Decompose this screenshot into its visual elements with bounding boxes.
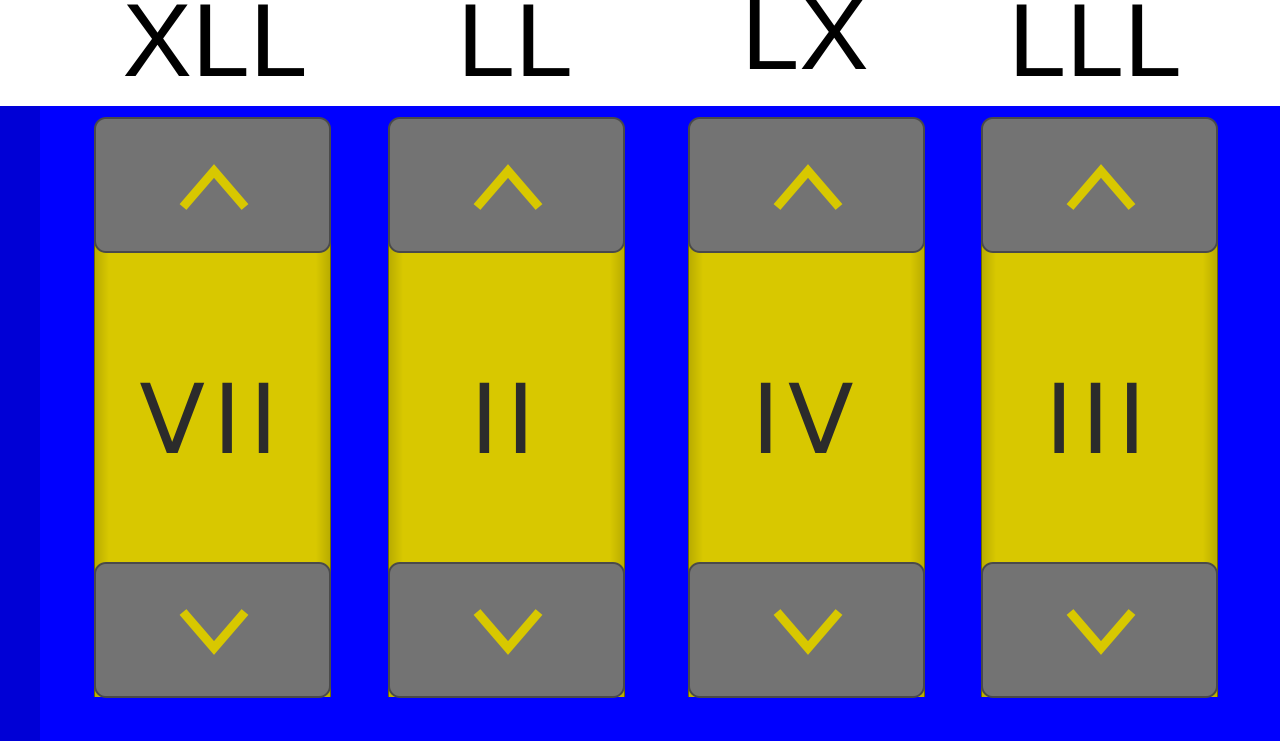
lock-panel-edge bbox=[0, 106, 40, 741]
wheel-value: III bbox=[1045, 364, 1154, 476]
wheel-1-up-button[interactable] bbox=[94, 117, 331, 253]
chevron-down-icon bbox=[179, 609, 249, 655]
combination-wheel-3: IV bbox=[688, 117, 925, 698]
wheel-2-up-button[interactable] bbox=[388, 117, 625, 253]
wheel-4-down-button[interactable] bbox=[981, 562, 1218, 698]
chevron-down-icon bbox=[473, 609, 543, 655]
clue-label-4: LLL bbox=[1008, 0, 1182, 99]
wheel-value: IV bbox=[751, 364, 862, 476]
wheel-4-up-button[interactable] bbox=[981, 117, 1218, 253]
clue-label-3: LX bbox=[741, 0, 869, 92]
wheel-value: VII bbox=[139, 364, 286, 476]
wheel-2-down-button[interactable] bbox=[388, 562, 625, 698]
wheel-3-down-button[interactable] bbox=[688, 562, 925, 698]
chevron-down-icon bbox=[773, 609, 843, 655]
clue-label-2: LL bbox=[457, 0, 573, 99]
combination-wheel-1: VII bbox=[94, 117, 331, 698]
chevron-up-icon bbox=[179, 164, 249, 210]
clue-label-1: XLL bbox=[122, 0, 308, 99]
chevron-up-icon bbox=[1066, 164, 1136, 210]
wheel-3-up-button[interactable] bbox=[688, 117, 925, 253]
combination-wheel-2: II bbox=[388, 117, 625, 698]
chevron-down-icon bbox=[1066, 609, 1136, 655]
chevron-up-icon bbox=[773, 164, 843, 210]
combination-wheel-4: III bbox=[981, 117, 1218, 698]
chevron-up-icon bbox=[473, 164, 543, 210]
wheel-value: II bbox=[470, 364, 543, 476]
wheel-1-down-button[interactable] bbox=[94, 562, 331, 698]
